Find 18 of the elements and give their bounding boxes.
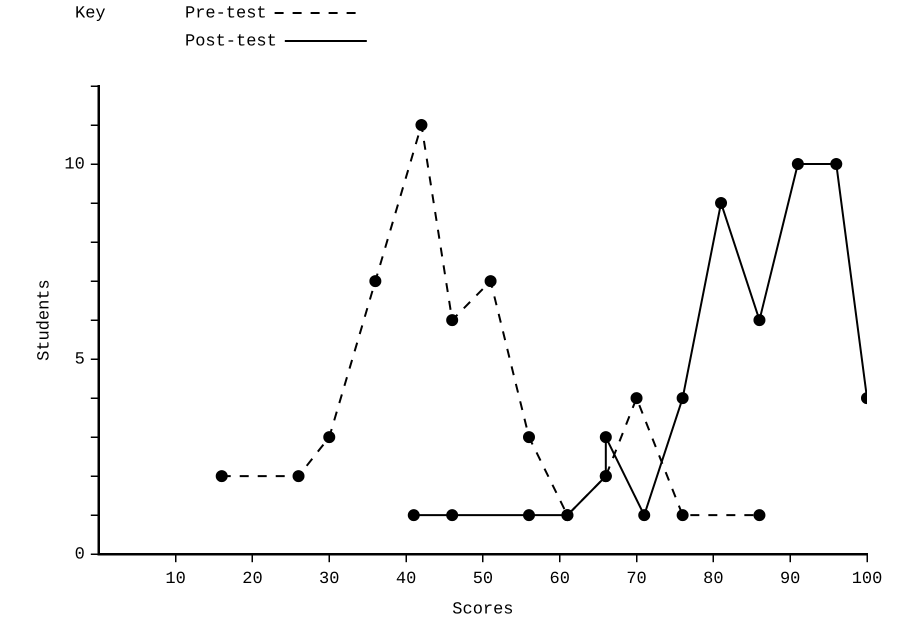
- legend-label: Pre-test: [185, 4, 267, 24]
- y-tick-label: 10: [64, 156, 85, 175]
- x-tick-label: 40: [396, 570, 416, 589]
- y-tick-label: 0: [74, 546, 85, 565]
- legend-title: Key: [75, 4, 106, 24]
- x-axis-title: Scores: [452, 600, 514, 620]
- y-axis-title: Students: [36, 279, 55, 361]
- x-tick-label: 30: [319, 570, 340, 589]
- x-tick-label: 20: [242, 570, 263, 589]
- x-tick-label: 70: [626, 570, 647, 589]
- legend-label: Post-test: [185, 32, 277, 52]
- y-tick-label: 5: [74, 350, 85, 370]
- x-tick-label: 10: [165, 570, 186, 589]
- x-tick-label: 80: [703, 570, 724, 589]
- x-tick-label: 50: [472, 570, 494, 589]
- x-tick-label: 60: [550, 570, 570, 589]
- x-tick-label: 90: [780, 570, 800, 589]
- x-tick-label: 100: [852, 570, 882, 589]
